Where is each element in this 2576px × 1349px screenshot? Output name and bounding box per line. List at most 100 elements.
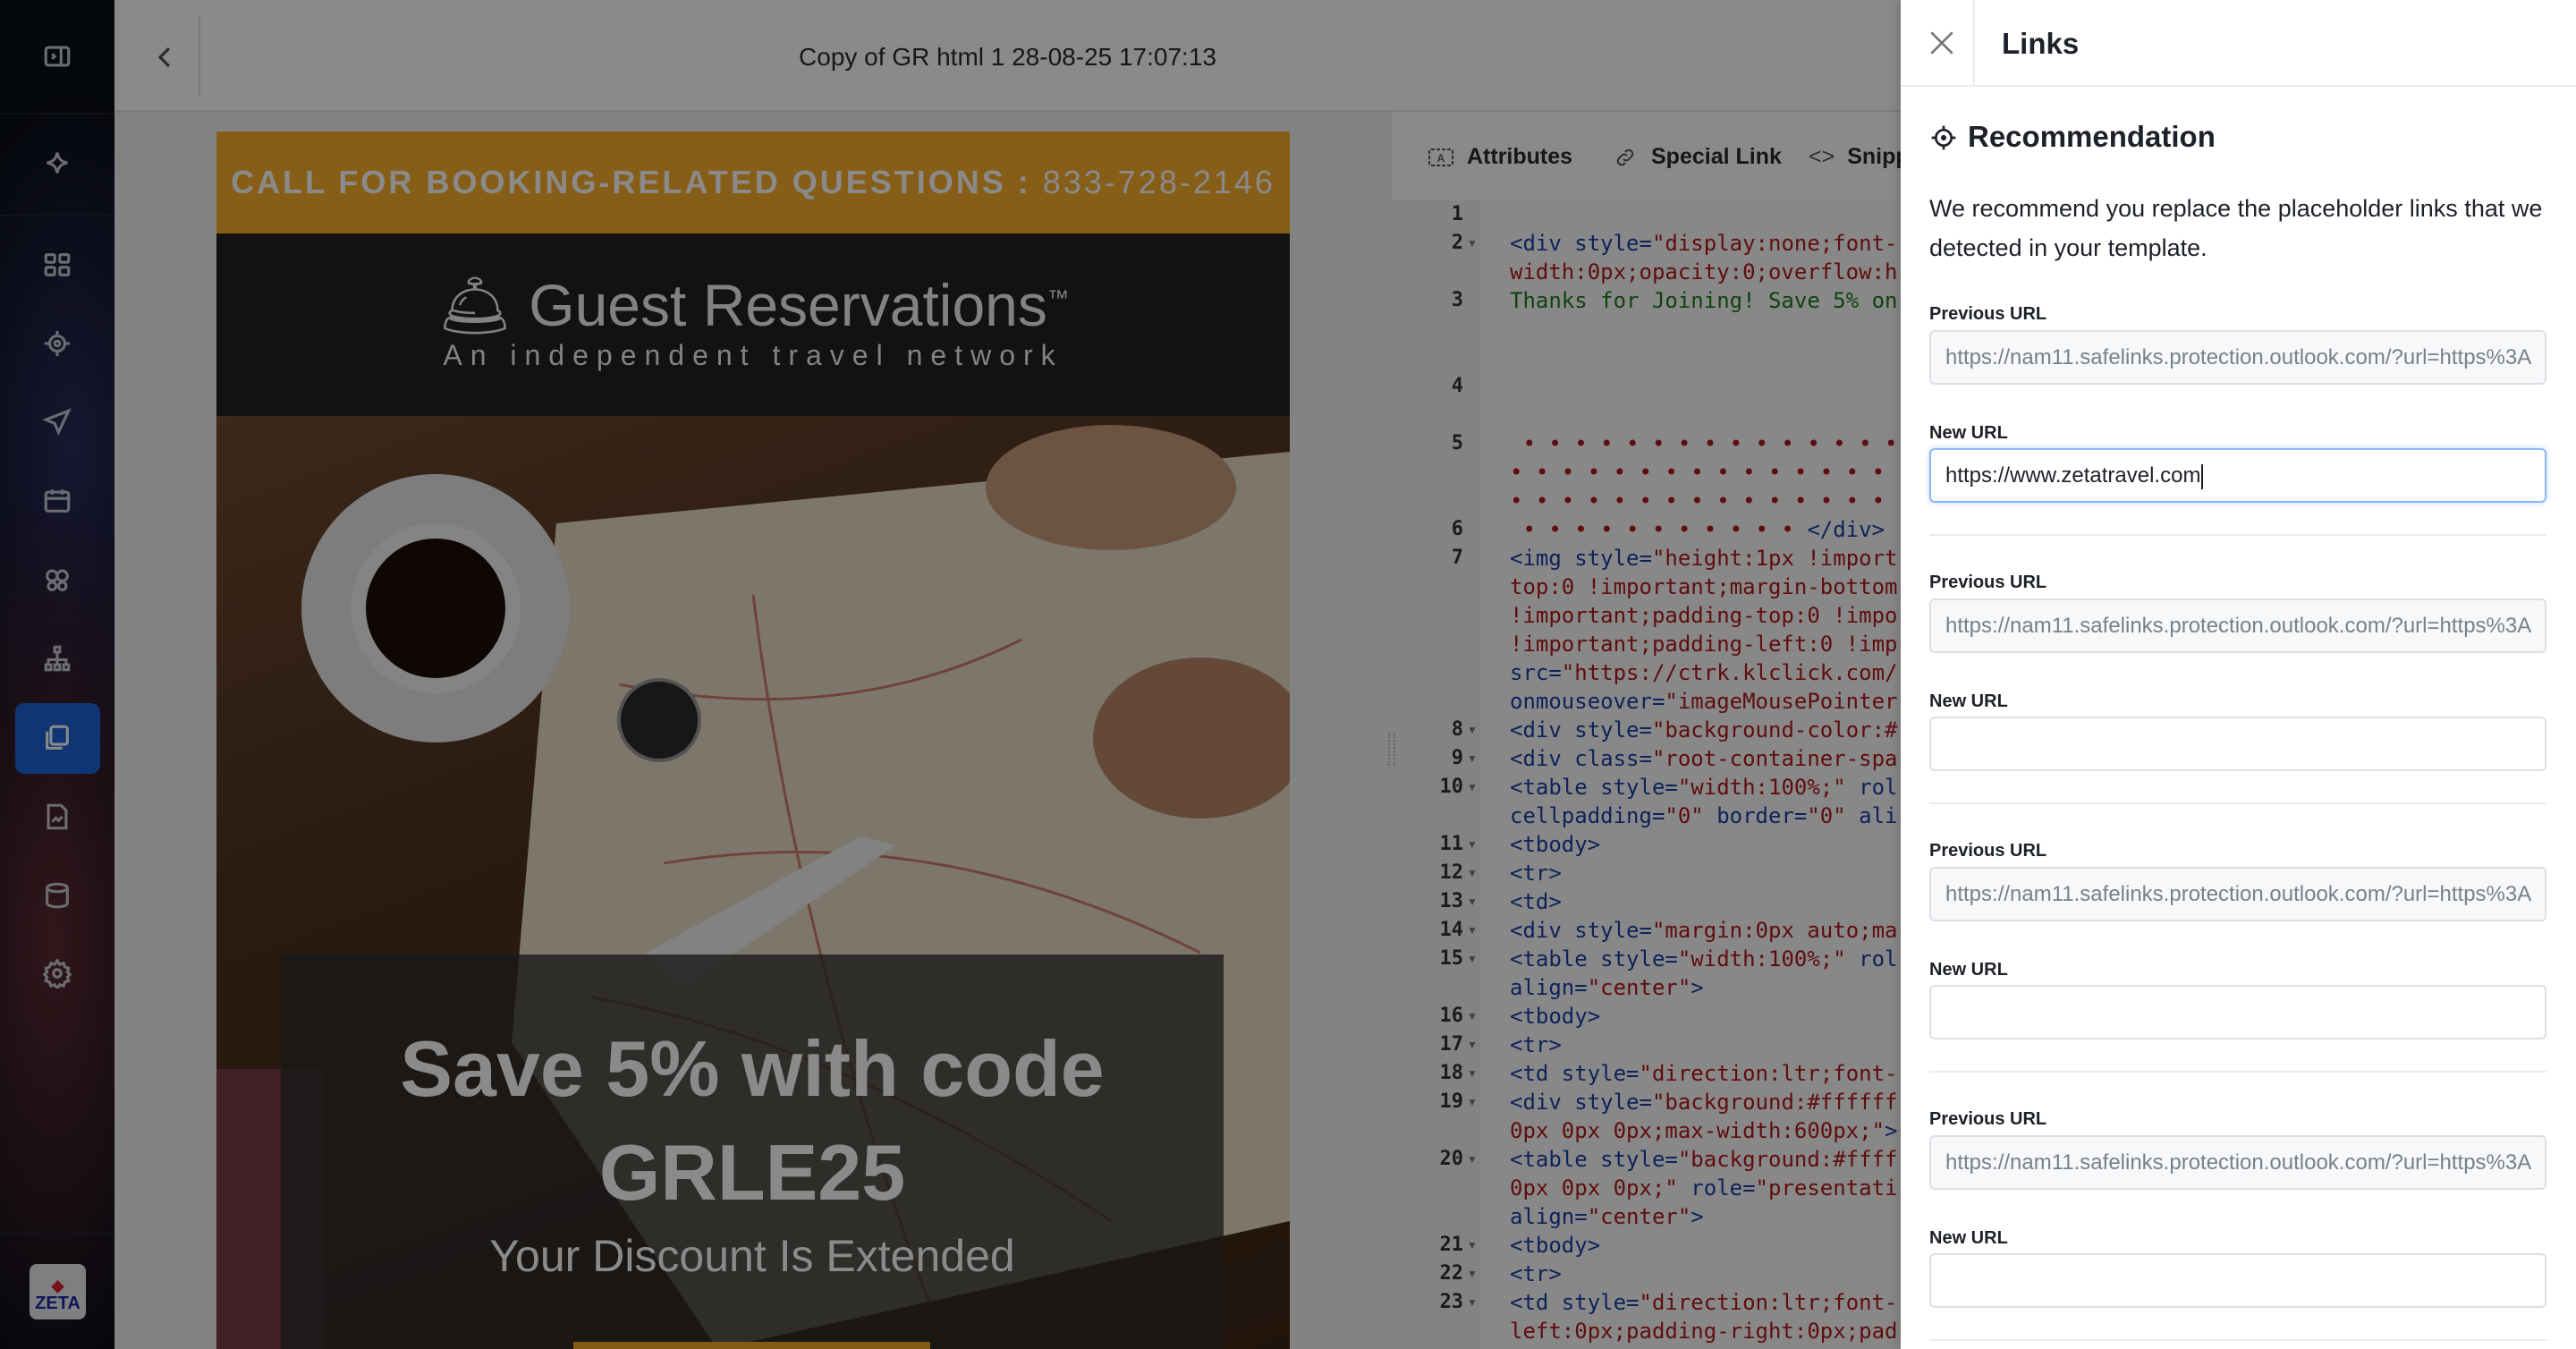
- audiences-icon[interactable]: [39, 562, 75, 598]
- code-line: <tr>: [1510, 1031, 1562, 1059]
- chevron-left-icon[interactable]: [147, 39, 182, 75]
- text-caret: [2201, 463, 2204, 489]
- code-line: <img style="height:1px !import: [1510, 544, 1898, 573]
- previous-url-field[interactable]: https://nam11.safelinks.protection.outlo…: [1929, 867, 2546, 921]
- sparkle-icon[interactable]: [39, 145, 75, 181]
- target-icon[interactable]: [39, 326, 75, 361]
- code-token: <tr>: [1510, 1032, 1562, 1057]
- tab-snippets[interactable]: <> Snippe: [1809, 144, 1901, 170]
- promo-cta-button[interactable]: [573, 1342, 930, 1349]
- previous-url-label: Previous URL: [1929, 1109, 2047, 1129]
- previous-url-field[interactable]: https://nam11.safelinks.protection.outlo…: [1929, 330, 2546, 385]
- settings-icon[interactable]: [39, 955, 75, 991]
- new-url-field[interactable]: https://www.zetatravel.com: [1929, 448, 2546, 503]
- fold-arrow-icon[interactable]: ▼: [1467, 867, 1478, 879]
- code-token: onmouseover=: [1510, 689, 1665, 714]
- code-token: <div style=: [1510, 717, 1652, 742]
- new-url-label: New URL: [1929, 1228, 2008, 1248]
- code-line: <tr>: [1510, 859, 1562, 887]
- fold-arrow-icon[interactable]: ▼: [1467, 1096, 1478, 1108]
- zeta-logo-text: ZETA: [35, 1294, 80, 1313]
- previous-url-label: Previous URL: [1929, 841, 2047, 861]
- new-url-field[interactable]: [1929, 1253, 2546, 1308]
- link-icon: [1616, 148, 1634, 165]
- database-icon[interactable]: [39, 878, 75, 913]
- editor-tabs: A Attributes Special Link <> Snippe: [1392, 112, 1901, 200]
- recommendation-description: We recommend you replace the placeholder…: [1929, 195, 2543, 261]
- brand-header: 🛎 Guest Reservations™ An independent tra…: [216, 233, 1290, 416]
- code-token: <table style=: [1510, 946, 1678, 971]
- previous-url-field[interactable]: https://nam11.safelinks.protection.outlo…: [1929, 598, 2546, 653]
- code-area[interactable]: <div style="display:none;font-width:0px;…: [1480, 200, 1901, 1349]
- hierarchy-icon[interactable]: [39, 641, 75, 676]
- resize-handle[interactable]: [1388, 734, 1395, 766]
- code-line: !important;padding-left:0 !imp: [1510, 630, 1897, 658]
- code-line: align="center">: [1510, 1202, 1704, 1231]
- code-token: 0px 0px 0px;": [1510, 1175, 1678, 1201]
- fold-arrow-icon[interactable]: ▼: [1467, 1039, 1478, 1051]
- tab-attributes[interactable]: A Attributes: [1428, 144, 1572, 170]
- group-divider: [1929, 534, 2546, 536]
- code-token: cellpadding=: [1510, 803, 1665, 828]
- target-icon: [1931, 125, 1956, 150]
- code-token: >: [1885, 1118, 1898, 1143]
- fold-arrow-icon[interactable]: ▼: [1467, 752, 1478, 765]
- previous-url-label: Previous URL: [1929, 573, 2047, 592]
- fold-arrow-icon[interactable]: ▼: [1467, 1153, 1478, 1166]
- code-line: Thanks for Joining! Save 5% on: [1510, 286, 1897, 315]
- zeta-logo-mark: ◆: [51, 1277, 64, 1294]
- new-url-field[interactable]: [1929, 717, 2546, 771]
- modal-backdrop[interactable]: [0, 0, 1901, 1349]
- fold-arrow-icon[interactable]: ▼: [1467, 781, 1478, 793]
- promo-headline: Save 5% with code GRLE25: [400, 1024, 1105, 1217]
- promo-subhead: Your Discount Is Extended: [489, 1231, 1015, 1281]
- zeta-logo[interactable]: ◆ ZETA: [30, 1264, 86, 1319]
- code-token: align=: [1510, 1204, 1588, 1229]
- fold-arrow-icon[interactable]: ▼: [1467, 1296, 1478, 1309]
- fold-arrow-icon[interactable]: ▼: [1467, 924, 1478, 937]
- line-number: 7: [1451, 547, 1463, 569]
- fold-arrow-icon[interactable]: ▼: [1467, 1010, 1478, 1022]
- fold-arrow-icon[interactable]: ▼: [1467, 1067, 1478, 1080]
- line-number: 6: [1451, 518, 1463, 540]
- collapse-panel-icon[interactable]: [39, 38, 75, 74]
- code-token: "width:100%;": [1677, 775, 1846, 800]
- brand-logo: 🛎 Guest Reservations™: [216, 271, 1290, 341]
- line-number: 20: [1439, 1148, 1464, 1170]
- code-token: <tbody>: [1510, 1233, 1601, 1258]
- tab-special-link[interactable]: Special Link: [1612, 144, 1782, 170]
- calendar-icon[interactable]: [39, 483, 75, 519]
- reports-icon[interactable]: [39, 799, 75, 835]
- line-number: 17: [1439, 1033, 1464, 1056]
- code-token: "0": [1665, 803, 1704, 828]
- line-number: 1: [1451, 203, 1463, 225]
- code-token: border=: [1703, 803, 1808, 828]
- fold-arrow-icon[interactable]: ▼: [1467, 838, 1478, 851]
- line-number-gutter: 1 2 ▼ 3 4 5 6 7 8 ▼ 9 ▼ 10 ▼ 11 ▼ 12 ▼ 13 ▼ 14 ▼ 15 ▼ 16 ▼ 17 ▼ 18 ▼ 1…: [1392, 200, 1480, 1349]
- new-url-field[interactable]: [1929, 985, 2546, 1039]
- close-icon[interactable]: [1924, 25, 1960, 61]
- code-line: <table style="width:100%;" rol: [1510, 945, 1897, 973]
- code-token: "background:#ffffff: [1651, 1090, 1898, 1115]
- fold-arrow-icon[interactable]: ▼: [1467, 1239, 1478, 1251]
- fold-arrow-icon[interactable]: ▼: [1467, 724, 1478, 736]
- group-divider: [1929, 1339, 2546, 1341]
- tab-label: Attributes: [1467, 144, 1573, 169]
- code-token: "direction:ltr;font-: [1639, 1061, 1898, 1086]
- dashboard-grid-icon[interactable]: [39, 247, 75, 283]
- code-token: <table style=: [1510, 1147, 1678, 1172]
- send-icon[interactable]: [39, 404, 75, 440]
- code-token: !important;padding-top:0 !impo: [1510, 603, 1898, 628]
- fold-arrow-icon[interactable]: ▼: [1467, 953, 1478, 965]
- fold-arrow-icon[interactable]: ▼: [1467, 237, 1478, 250]
- phone-number[interactable]: 833-728-2146: [1042, 164, 1275, 200]
- email-preview: CALL FOR BOOKING-RELATED QUESTIONS : 833…: [216, 132, 1290, 1349]
- fold-arrow-icon[interactable]: ▼: [1467, 895, 1478, 908]
- templates-icon[interactable]: [39, 720, 75, 756]
- previous-url-field[interactable]: https://nam11.safelinks.protection.outlo…: [1929, 1135, 2546, 1190]
- bell-icon: 🛎: [437, 272, 513, 338]
- fold-arrow-icon[interactable]: ▼: [1467, 1268, 1478, 1280]
- code-token: <tbody>: [1510, 1004, 1601, 1029]
- line-number: 5: [1451, 432, 1463, 454]
- code-token: "presentati: [1755, 1175, 1898, 1201]
